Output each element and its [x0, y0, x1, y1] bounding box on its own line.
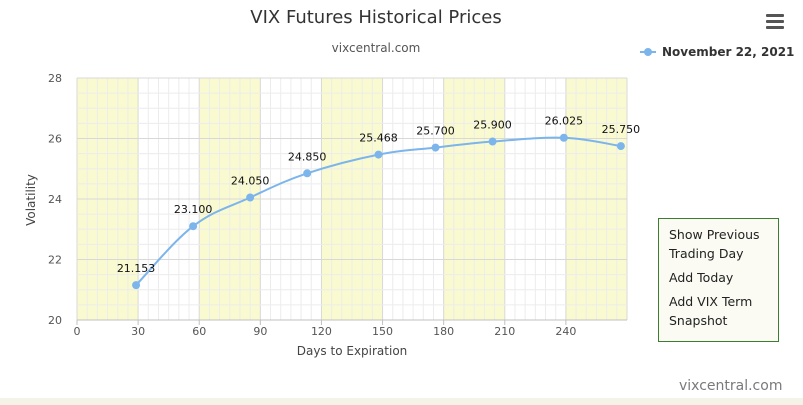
y-axis-title: Volatility: [24, 174, 38, 226]
data-label: 24.050: [231, 174, 270, 187]
data-label: 26.025: [545, 115, 584, 128]
data-point[interactable]: [431, 143, 440, 152]
x-tick-label: 0: [74, 325, 81, 338]
y-tick-label: 22: [48, 254, 62, 267]
legend-label: November 22, 2021: [662, 45, 794, 59]
x-tick-label: 180: [433, 325, 454, 338]
x-tick-label: 90: [253, 325, 267, 338]
x-tick-label: 240: [555, 325, 576, 338]
x-tick-label: 210: [494, 325, 515, 338]
menu-item-add-today[interactable]: Add Today: [669, 270, 734, 285]
x-tick-label: 60: [192, 325, 206, 338]
data-label: 25.700: [416, 125, 455, 138]
data-point[interactable]: [303, 169, 312, 178]
series-line: [135, 136, 622, 286]
hamburger-menu-icon[interactable]: [766, 14, 784, 30]
chart-title: VIX Futures Historical Prices: [250, 7, 501, 28]
y-tick-label: 24: [48, 193, 62, 206]
axes: 0 30 60 90 120 150 180 210 240 20 22 24 26 28: [48, 72, 627, 338]
context-menu: Show Previous Trading Day Add Today Add …: [658, 218, 779, 342]
data-label: 23.100: [174, 203, 213, 216]
data-point[interactable]: [616, 142, 625, 151]
data-label: 21.153: [117, 262, 156, 275]
data-point[interactable]: [189, 222, 198, 231]
data-point[interactable]: [374, 150, 383, 159]
data-label: 25.750: [602, 123, 641, 136]
x-tick-label: 150: [372, 325, 393, 338]
x-axis-title: Days to Expiration: [297, 344, 408, 358]
bottom-strip: [0, 398, 803, 405]
y-tick-label: 26: [48, 133, 62, 146]
menu-item-show-previous-trading-day[interactable]: Show Previous Trading Day: [669, 227, 760, 261]
data-label: 25.468: [359, 132, 398, 145]
data-point[interactable]: [246, 193, 255, 202]
data-label: 25.900: [473, 119, 512, 132]
legend-marker: [644, 48, 652, 56]
credit-link[interactable]: vixcentral.com: [679, 378, 783, 394]
legend[interactable]: November 22, 2021: [640, 45, 794, 59]
x-tick-label: 30: [131, 325, 145, 338]
y-tick-label: 20: [48, 314, 62, 327]
x-tick-label: 120: [311, 325, 332, 338]
data-point[interactable]: [132, 281, 141, 290]
y-tick-label: 28: [48, 72, 62, 85]
data-point[interactable]: [559, 133, 568, 142]
series-group: 21.153 23.100 24.050 24.850 25.468 25.700 25.9…: [117, 115, 641, 290]
data-label: 24.850: [288, 150, 327, 163]
chart-subtitle: vixcentral.com: [332, 41, 421, 55]
menu-item-add-vix-term-snapshot[interactable]: Add VIX Term Snapshot: [669, 294, 753, 328]
data-point[interactable]: [488, 137, 497, 146]
